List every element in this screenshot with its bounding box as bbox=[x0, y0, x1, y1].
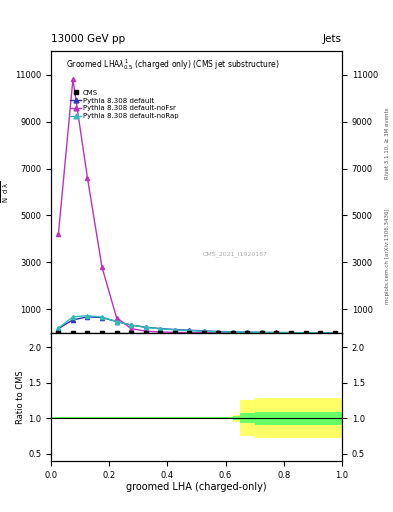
Legend: CMS, Pythia 8.308 default, Pythia 8.308 default-noFsr, Pythia 8.308 default-noRa: CMS, Pythia 8.308 default, Pythia 8.308 … bbox=[69, 89, 180, 120]
Text: mcplots.cern.ch [arXiv:1306.3436]: mcplots.cern.ch [arXiv:1306.3436] bbox=[385, 208, 389, 304]
X-axis label: groomed LHA (charged-only): groomed LHA (charged-only) bbox=[126, 482, 267, 493]
Text: Groomed LHA$\lambda^{1}_{0.5}$ (charged only) (CMS jet substructure): Groomed LHA$\lambda^{1}_{0.5}$ (charged … bbox=[66, 57, 279, 72]
Text: CMS_2021_I1920187: CMS_2021_I1920187 bbox=[202, 251, 267, 257]
Text: Jets: Jets bbox=[323, 33, 342, 44]
Text: 13000 GeV pp: 13000 GeV pp bbox=[51, 33, 125, 44]
Y-axis label: Ratio to CMS: Ratio to CMS bbox=[17, 370, 26, 423]
Text: Rivet 3.1.10, ≥ 3M events: Rivet 3.1.10, ≥ 3M events bbox=[385, 108, 389, 179]
Y-axis label: $\mathrm{\frac{1}{N}\,\frac{d^{2}N}{d\,\lambda}}$: $\mathrm{\frac{1}{N}\,\frac{d^{2}N}{d\,\… bbox=[0, 181, 11, 203]
